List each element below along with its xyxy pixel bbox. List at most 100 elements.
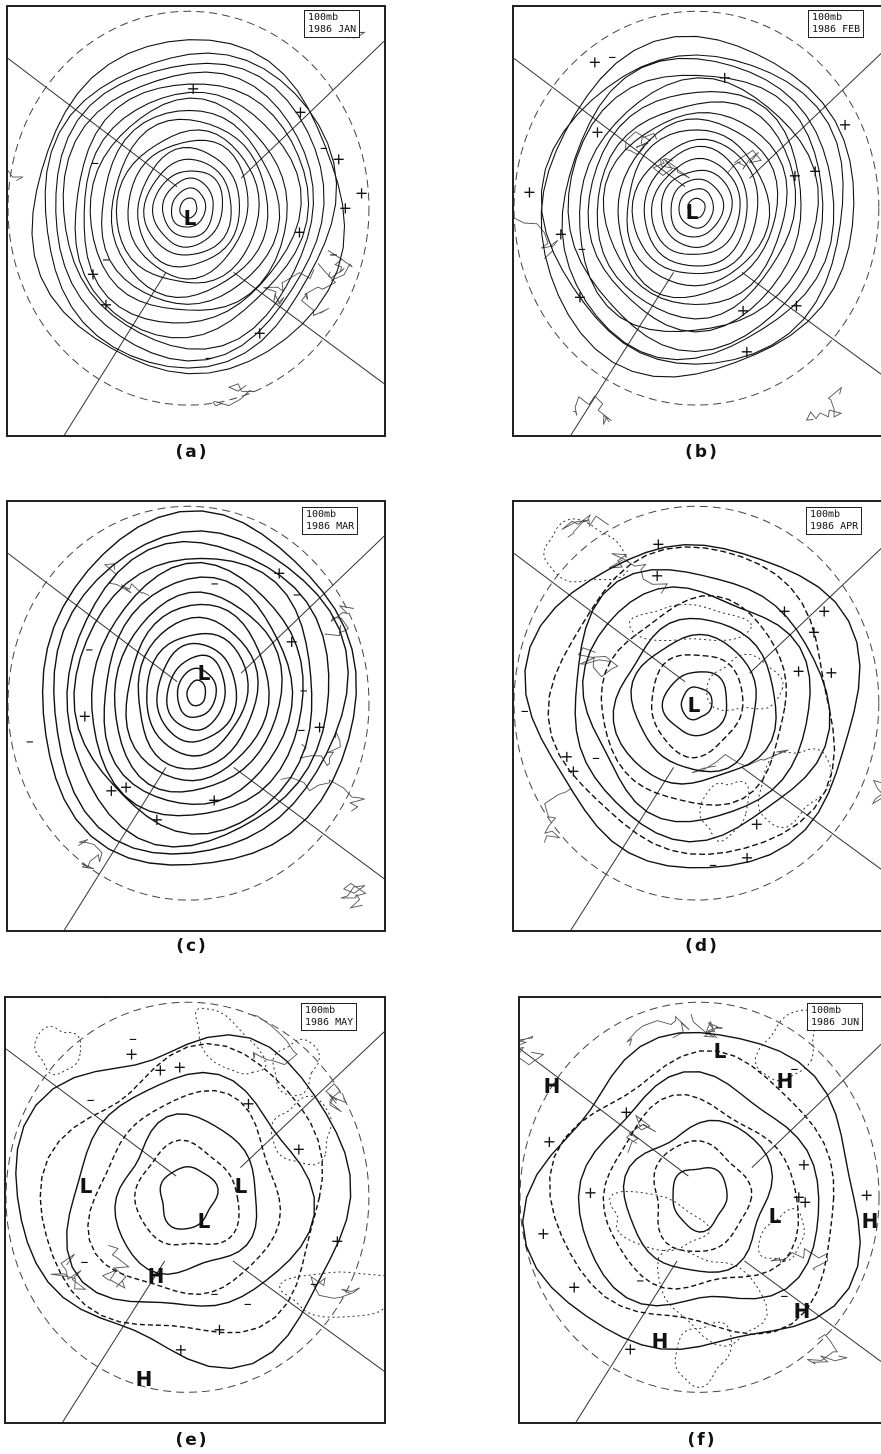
contour-line	[622, 1119, 774, 1273]
coastline	[324, 605, 354, 637]
coastline	[340, 882, 367, 909]
contour-line	[612, 617, 777, 785]
contour-line	[146, 632, 249, 757]
plus-marker: +	[125, 1045, 138, 1064]
contour-line	[53, 530, 349, 855]
plus-marker: +	[736, 301, 749, 320]
longitude-line	[570, 272, 675, 435]
anomaly-contour	[278, 1271, 384, 1318]
contour-line	[151, 170, 224, 248]
coastline	[247, 1013, 298, 1066]
stamp-level-b: 100mb	[812, 12, 843, 23]
coastline	[8, 169, 24, 181]
latitude-circle	[6, 1001, 370, 1393]
caption-c: (c)	[176, 936, 208, 956]
anomaly-contour	[656, 1247, 768, 1347]
longitude-line	[741, 271, 881, 375]
minus-marker: –	[780, 1286, 788, 1305]
anomaly-contour	[628, 603, 753, 642]
plus-marker: +	[285, 632, 298, 651]
contour-line	[653, 1140, 753, 1252]
plus-marker: +	[154, 1060, 167, 1079]
contour-line	[547, 546, 836, 856]
contour-line	[44, 52, 338, 369]
coastline	[561, 514, 609, 538]
plus-marker: +	[825, 663, 838, 682]
anomaly-contour	[33, 1025, 82, 1076]
stamp-level-d: 100mb	[810, 509, 841, 520]
plus-marker: +	[650, 566, 663, 585]
map-frame-b: + + + + – + + + + + + + – + L	[512, 5, 881, 437]
longitude-line	[240, 40, 384, 179]
contour-line	[15, 1034, 352, 1370]
plus-marker: +	[740, 848, 753, 867]
plus-marker: +	[86, 264, 99, 283]
minus-marker: –	[709, 855, 717, 874]
contour-line	[631, 138, 759, 275]
contour-line	[90, 561, 304, 817]
contour-line	[602, 1094, 800, 1290]
minus-marker: –	[81, 1252, 89, 1271]
stamp-date-b: 1986 FEB	[812, 24, 861, 35]
plus-marker: +	[331, 1231, 344, 1250]
plus-marker: +	[173, 1057, 186, 1076]
contour-line	[170, 187, 207, 228]
minus-marker: –	[205, 348, 213, 367]
contour-line	[166, 654, 226, 731]
contour-line	[660, 169, 733, 248]
plus-marker: +	[798, 1193, 811, 1212]
coastline	[310, 1275, 361, 1299]
anomaly-contour	[272, 1038, 321, 1097]
minus-marker: –	[578, 239, 586, 258]
caption-e: (e)	[175, 1430, 209, 1450]
longitude-line	[749, 52, 881, 179]
contour-line	[161, 177, 214, 238]
contour-line	[579, 77, 819, 332]
minus-marker: –	[211, 1284, 219, 1303]
plus-marker: +	[817, 601, 830, 620]
contour-line	[83, 91, 302, 324]
contour-line	[179, 197, 198, 219]
contour-line	[626, 129, 771, 287]
longitude-line	[240, 535, 384, 674]
contour-line	[110, 118, 269, 298]
plus-marker: +	[792, 1187, 805, 1206]
minus-marker: –	[636, 1271, 644, 1290]
minus-marker: –	[85, 639, 93, 658]
coastline	[212, 383, 256, 407]
map-frame-c: + – – + – + + + + – + – + – L	[6, 500, 386, 932]
anomaly-contour	[757, 748, 833, 829]
plus-marker: +	[591, 122, 604, 141]
minus-marker: –	[87, 1090, 95, 1109]
contour-line	[143, 158, 232, 256]
minus-marker: –	[521, 701, 529, 720]
longitude-line	[6, 1048, 177, 1177]
latitude-circle	[8, 10, 370, 406]
coastline	[325, 1083, 347, 1113]
plus-marker: +	[797, 1155, 810, 1174]
longitude-line	[63, 272, 167, 435]
contour-line	[617, 118, 779, 299]
low-center-label: L	[688, 693, 701, 717]
coastline	[280, 776, 365, 812]
minus-marker: –	[102, 250, 110, 269]
longitude-line	[8, 57, 178, 188]
contour-line	[156, 642, 238, 743]
stamp-a: 100mb 1986 JAN	[304, 10, 361, 38]
plus-marker: +	[78, 707, 91, 726]
contour-line	[680, 686, 713, 721]
contour-line	[587, 91, 802, 333]
coastline	[573, 395, 612, 425]
stamp-date-f: 1986 JUN	[811, 1017, 860, 1028]
plus-marker: +	[99, 295, 112, 314]
stamp-date-c: 1986 MAR	[306, 521, 355, 532]
contour-line	[600, 595, 787, 806]
longitude-line	[232, 1260, 384, 1372]
low-center-label: L	[198, 1209, 211, 1233]
map-c: +––+–++++–+–+–L	[8, 505, 384, 930]
contour-line	[62, 71, 314, 350]
minus-marker: –	[244, 1294, 252, 1313]
stamp-level-c: 100mb	[306, 509, 337, 520]
contour-line	[670, 178, 725, 238]
contour-line	[596, 101, 796, 320]
